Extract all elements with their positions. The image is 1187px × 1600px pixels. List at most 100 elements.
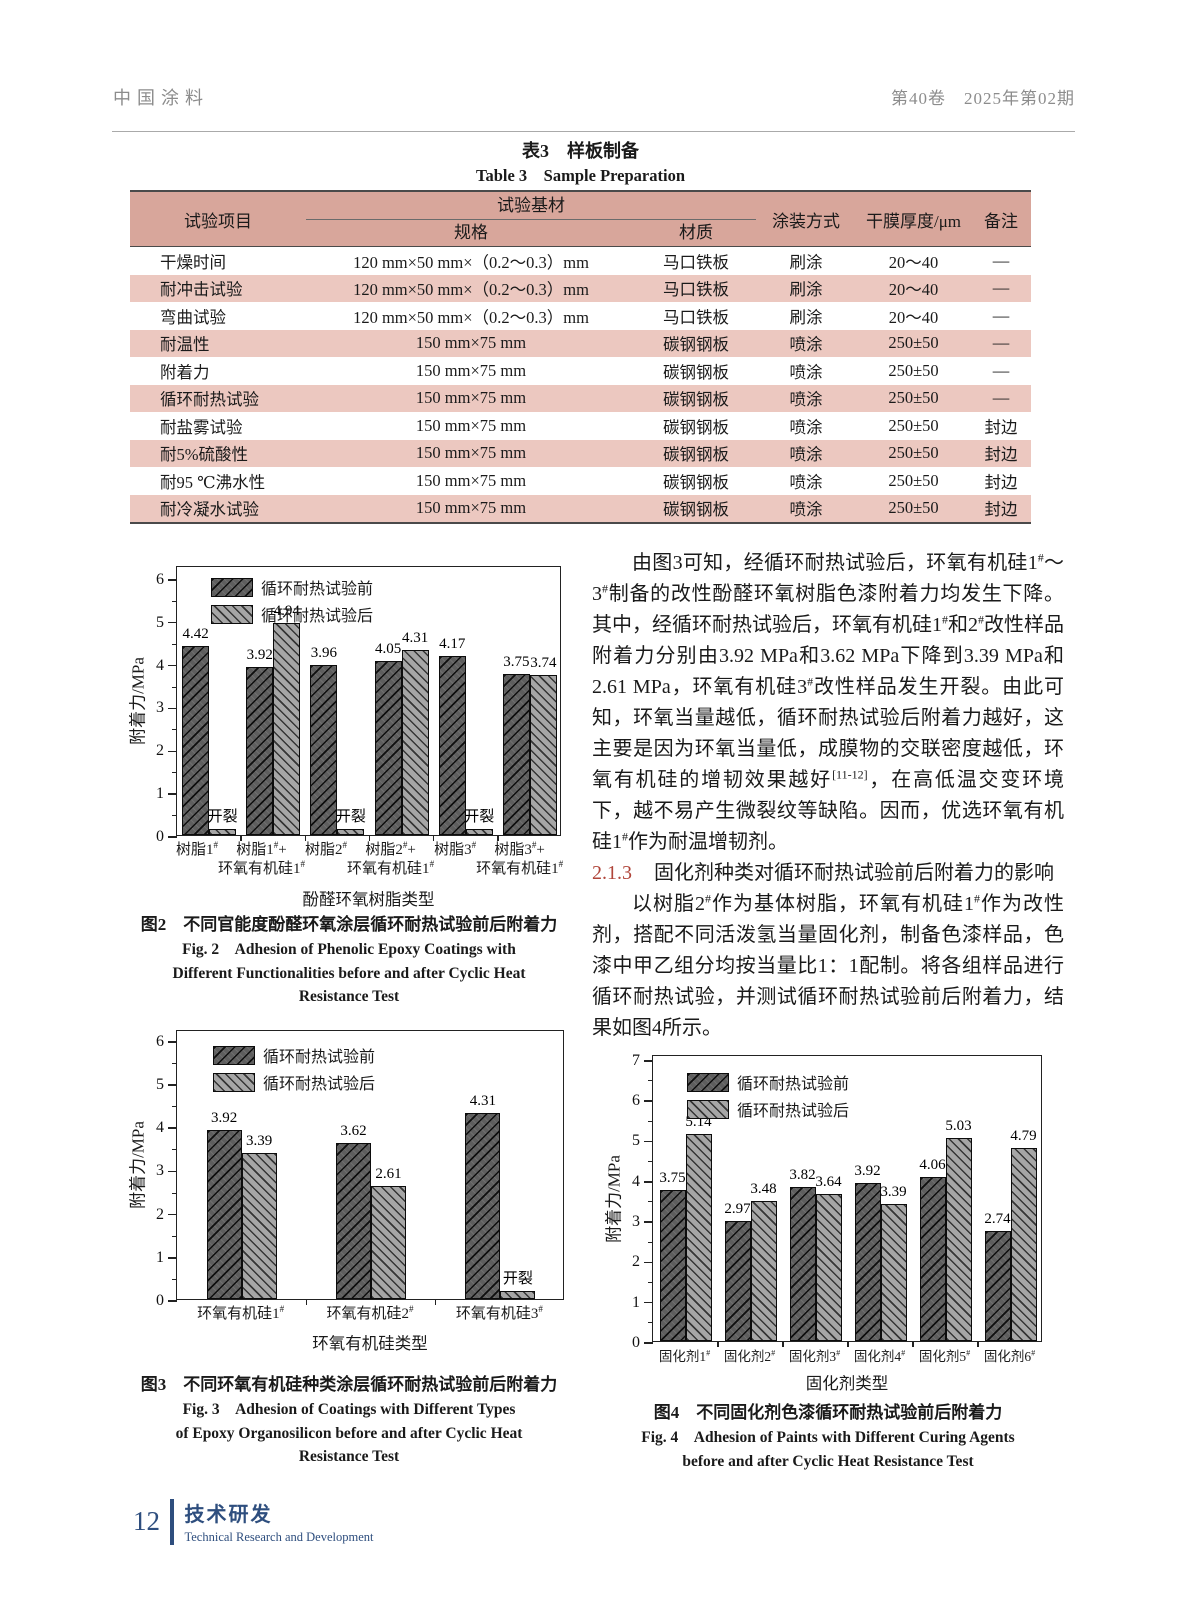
y-minor-tick: [648, 1241, 653, 1243]
y-minor-tick: [172, 643, 177, 645]
cell-thickness: 250±50: [888, 470, 939, 490]
y-minor-tick: [172, 600, 177, 602]
x-tick: [434, 1299, 437, 1305]
cell-item: 干燥时间: [160, 252, 226, 272]
crack-annotation: 开裂: [335, 809, 366, 826]
figure2-caption: 图2 不同官能度酚醛环氧涂层循环耐热试验前后附着力 Fig. 2 Adhesio…: [118, 912, 580, 1009]
cell-note: —: [992, 388, 1010, 408]
section-title: 固化剂种类对循环耐热试验前后附着力的影响: [654, 862, 1054, 884]
bar-before-test: [246, 667, 274, 835]
col-header-note: 备注: [984, 211, 1018, 231]
cell-method: 刷涂: [789, 307, 823, 327]
x-category-label: 环氧有机硅3#: [435, 1305, 564, 1324]
cell-item: 耐盐雾试验: [160, 417, 243, 437]
body-text-column: 由图3可知，经循环耐热试验后，环氧有机硅1#～3#制备的改性酚醛环氧树脂色漆附着…: [592, 548, 1064, 1044]
cell-thickness: 20～40: [888, 252, 939, 272]
x-category-label: 固化剂5#: [912, 1347, 977, 1366]
y-minor-tick: [172, 729, 177, 731]
figure4-chart: 0 1 2 3 4 5 6 7 3.75 2.97 3.82 3.92 4.06 2.74 5.14 3.48…: [600, 1052, 1042, 1395]
cell-note: 封边: [984, 500, 1018, 520]
cell-spec: 120 mm×50 mm×（0.2～0.3）mm: [353, 307, 589, 327]
legend-item: 循环耐热试验前: [687, 1070, 849, 1094]
x-category-labels: 固化剂1# 固化剂2# 固化剂3# 固化剂4# 固化剂5# 固化剂6#: [652, 1347, 1042, 1366]
y-tick-label: 1: [632, 1293, 640, 1311]
legend-label: 循环耐热试验前: [263, 1049, 376, 1066]
bar-before-test: [465, 1112, 501, 1299]
y-tick: [644, 1140, 653, 1143]
crack-annotation: 开裂: [464, 809, 495, 826]
col-header-material: 材质: [679, 223, 713, 242]
y-tick-label: 1: [156, 1248, 164, 1266]
bar-value-label: 2.74: [984, 1210, 1011, 1227]
x-category-label: 固化剂2#: [717, 1347, 782, 1366]
y-tick: [644, 1060, 653, 1062]
cell-material: 马口铁板: [663, 307, 729, 327]
cell-spec: 120 mm×50 mm×（0.2～0.3）mm: [353, 252, 589, 272]
x-category-label: 树脂1#+ 环氧有机硅1#: [218, 841, 305, 879]
legend-swatch-before: [687, 1072, 729, 1092]
bar-value-label: 4.79: [1010, 1127, 1037, 1144]
x-category-label: 树脂3#+ 环氧有机硅1#: [476, 841, 563, 879]
bar-after-test: [371, 1186, 406, 1299]
cell-spec: 150 mm×75 mm: [415, 470, 527, 490]
cell-method: 刷涂: [789, 252, 823, 272]
cell-item: 附着力: [160, 362, 210, 382]
bar-after-test: [750, 1200, 777, 1341]
figure2-caption-cn: 图2 不同官能度酚醛环氧涂层循环耐热试验前后附着力: [140, 915, 558, 934]
bar-value-label: 4.42: [182, 625, 209, 642]
cell-item: 耐冲击试验: [160, 280, 243, 300]
chart-legend: 循环耐热试验前 循环耐热试验后: [687, 1070, 849, 1121]
crack-annotation: 开裂: [502, 1271, 533, 1288]
x-tick: [432, 835, 435, 841]
bar-after-test: [401, 650, 429, 835]
legend-swatch-after: [213, 1072, 255, 1092]
bar-before-test: [182, 645, 210, 835]
x-tick: [497, 835, 499, 841]
cell-method: 喷涂: [789, 362, 823, 382]
x-tick: [368, 835, 371, 841]
cell-thickness: 250±50: [888, 388, 939, 408]
y-minor-tick: [172, 1062, 177, 1064]
legend-item: 循环耐热试验后: [211, 602, 373, 626]
table-row: 耐冷凝水试验 150 mm×75 mm 碳钢钢板 喷涂 250±50 封边: [130, 494, 1031, 522]
paragraph: 由图3可知，经循环耐热试验后，环氧有机硅1#～3#制备的改性酚醛环氧树脂色漆附着…: [592, 550, 1065, 853]
cell-thickness: 20～40: [888, 307, 939, 327]
y-tick: [168, 1041, 177, 1043]
col-header-method: 涂装方式: [772, 211, 840, 231]
bar-value-label: 3.39: [246, 1132, 273, 1149]
x-tick: [717, 1341, 719, 1347]
bar-after-test: [209, 829, 237, 835]
bar-after-test: [500, 1291, 536, 1299]
bar-after-test: [685, 1133, 712, 1341]
x-tick: [305, 1299, 308, 1305]
cell-item: 耐5%硫酸性: [160, 445, 248, 465]
x-tick: [912, 1341, 914, 1347]
x-category-text: 树脂3#: [434, 840, 477, 859]
x-tick: [240, 835, 242, 841]
volume-issue: 第40卷 2025年第02期: [891, 89, 1075, 108]
x-axis-title: 固化剂类型: [805, 1374, 889, 1393]
y-tick-label: 5: [632, 1132, 640, 1150]
bar-value-label: 4.17: [439, 636, 466, 653]
x-tick: [977, 1341, 979, 1347]
y-tick-label: 5: [156, 613, 164, 631]
chart-legend: 循环耐热试验前 循环耐热试验后: [213, 1043, 375, 1094]
x-category-labels: 环氧有机硅1# 环氧有机硅2# 环氧有机硅3#: [176, 1305, 564, 1324]
bar-value-label: 4.31: [469, 1092, 496, 1109]
page-footer: 12 技术研发 Technical Research and Developme…: [133, 1498, 373, 1545]
bar-value-label: 3.82: [789, 1167, 816, 1184]
bar-value-label: 2.97: [724, 1201, 751, 1218]
x-category-label: 固化剂1#: [652, 1347, 717, 1366]
x-axis-title: 环氧有机硅类型: [312, 1334, 428, 1353]
y-tick-label: 1: [156, 785, 164, 803]
cell-method: 刷涂: [789, 280, 823, 300]
x-category-text: 固化剂6#: [983, 1348, 1036, 1364]
y-tick-label: 6: [632, 1092, 640, 1110]
crack-annotation: 开裂: [207, 809, 238, 826]
x-category-text: 树脂1#: [176, 840, 219, 859]
cell-item: 弯曲试验: [160, 307, 226, 327]
cell-spec: 120 mm×50 mm×（0.2～0.3）mm: [353, 280, 589, 300]
cell-item: 耐温性: [160, 335, 210, 355]
cell-method: 喷涂: [789, 445, 823, 465]
cell-note: —: [992, 250, 1010, 270]
